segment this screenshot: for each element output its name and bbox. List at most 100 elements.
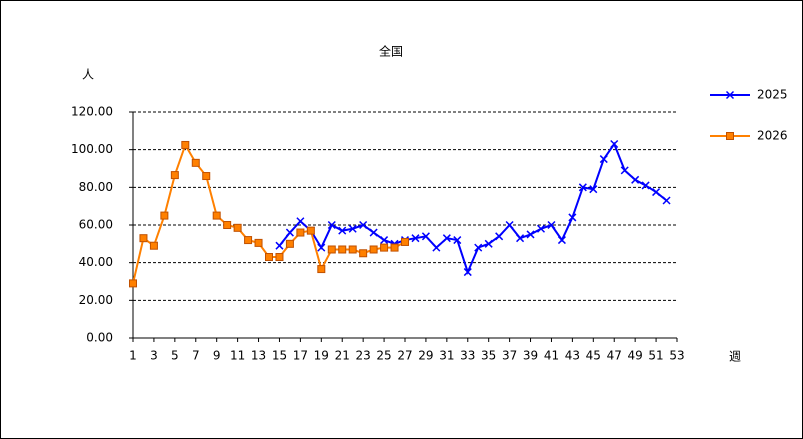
x-tick-label: 5 (171, 349, 179, 363)
marker (505, 220, 514, 230)
marker (327, 245, 336, 254)
marker (275, 253, 284, 262)
marker (652, 188, 661, 197)
x-tick-label: 17 (293, 349, 308, 363)
marker (139, 234, 148, 243)
x-tick-label: 1 (129, 349, 137, 363)
marker (244, 236, 253, 245)
x-tick-label: 35 (481, 349, 496, 363)
marker (202, 172, 211, 181)
marker (369, 245, 378, 254)
marker (348, 245, 357, 254)
series-line (278, 141, 668, 275)
y-tick-label: 100.00 (71, 142, 113, 156)
x-tick-label: 41 (544, 349, 559, 363)
y-tick-label: 0.00 (86, 331, 113, 345)
marker (149, 241, 158, 250)
marker (338, 245, 347, 254)
marker (160, 211, 169, 220)
marker (265, 253, 273, 262)
marker (317, 265, 326, 274)
x-tick-label: 53 (669, 349, 684, 363)
marker (129, 279, 137, 288)
marker (610, 139, 619, 149)
y-tick-label: 60.00 (79, 218, 113, 232)
legend-marker (725, 90, 735, 100)
marker (296, 217, 305, 226)
marker (181, 140, 190, 149)
x-tick-label: 13 (251, 349, 266, 363)
x-tick-label: 11 (230, 349, 245, 363)
marker (306, 226, 315, 235)
x-tick-label: 9 (213, 349, 221, 363)
marker (359, 220, 368, 230)
x-tick-label: 27 (397, 349, 412, 363)
marker (212, 211, 221, 220)
marker (411, 234, 420, 243)
x-tick-label: 39 (523, 349, 538, 363)
marker (484, 239, 493, 248)
marker (599, 155, 608, 164)
marker (453, 236, 462, 245)
x-tick-label: 33 (460, 349, 475, 363)
marker (254, 238, 263, 247)
marker (401, 237, 409, 246)
x-axis-label: 週 (729, 350, 741, 364)
y-tick-label: 120.00 (71, 105, 113, 119)
legend-marker (726, 132, 734, 140)
marker (589, 185, 598, 194)
marker (285, 228, 294, 237)
y-tick-label: 40.00 (79, 255, 113, 269)
marker (662, 196, 671, 205)
marker (421, 232, 430, 241)
marker (495, 232, 504, 241)
marker (223, 221, 232, 229)
marker (631, 175, 640, 184)
marker (317, 243, 326, 252)
marker (275, 241, 284, 250)
x-tick-label: 19 (314, 349, 329, 363)
y-tick-label: 20.00 (79, 293, 113, 307)
x-tick-label: 7 (192, 349, 200, 363)
marker (233, 223, 242, 232)
marker (463, 268, 472, 277)
marker (380, 243, 389, 252)
x-tick-label: 43 (565, 349, 580, 363)
x-tick-label: 47 (607, 349, 622, 363)
marker (359, 249, 368, 258)
marker (338, 226, 347, 235)
marker (641, 181, 650, 190)
marker (442, 234, 451, 243)
x-tick-label: 49 (628, 349, 643, 363)
marker (547, 220, 556, 230)
x-tick-label: 25 (376, 349, 391, 363)
marker (526, 230, 535, 239)
chart-title: 全国 (379, 44, 403, 59)
marker (578, 183, 587, 192)
legend-label: 2026 (757, 129, 788, 143)
x-tick-label: 45 (586, 349, 601, 363)
x-tick-label: 21 (335, 349, 350, 363)
marker (390, 243, 399, 252)
marker (557, 236, 566, 245)
marker (296, 228, 305, 237)
marker (170, 171, 179, 180)
x-tick-label: 3 (150, 349, 158, 363)
marker (516, 234, 525, 243)
x-tick-label: 31 (439, 349, 454, 363)
marker (474, 243, 483, 252)
marker (285, 239, 294, 248)
marker (369, 228, 378, 237)
y-tick-label: 80.00 (79, 180, 113, 194)
legend-label: 2025 (757, 88, 788, 102)
x-tick-label: 29 (418, 349, 433, 363)
x-tick-label: 15 (272, 349, 287, 363)
x-tick-label: 37 (502, 349, 517, 363)
marker (536, 224, 546, 233)
marker (620, 166, 629, 175)
marker (432, 243, 441, 252)
marker (191, 158, 200, 167)
